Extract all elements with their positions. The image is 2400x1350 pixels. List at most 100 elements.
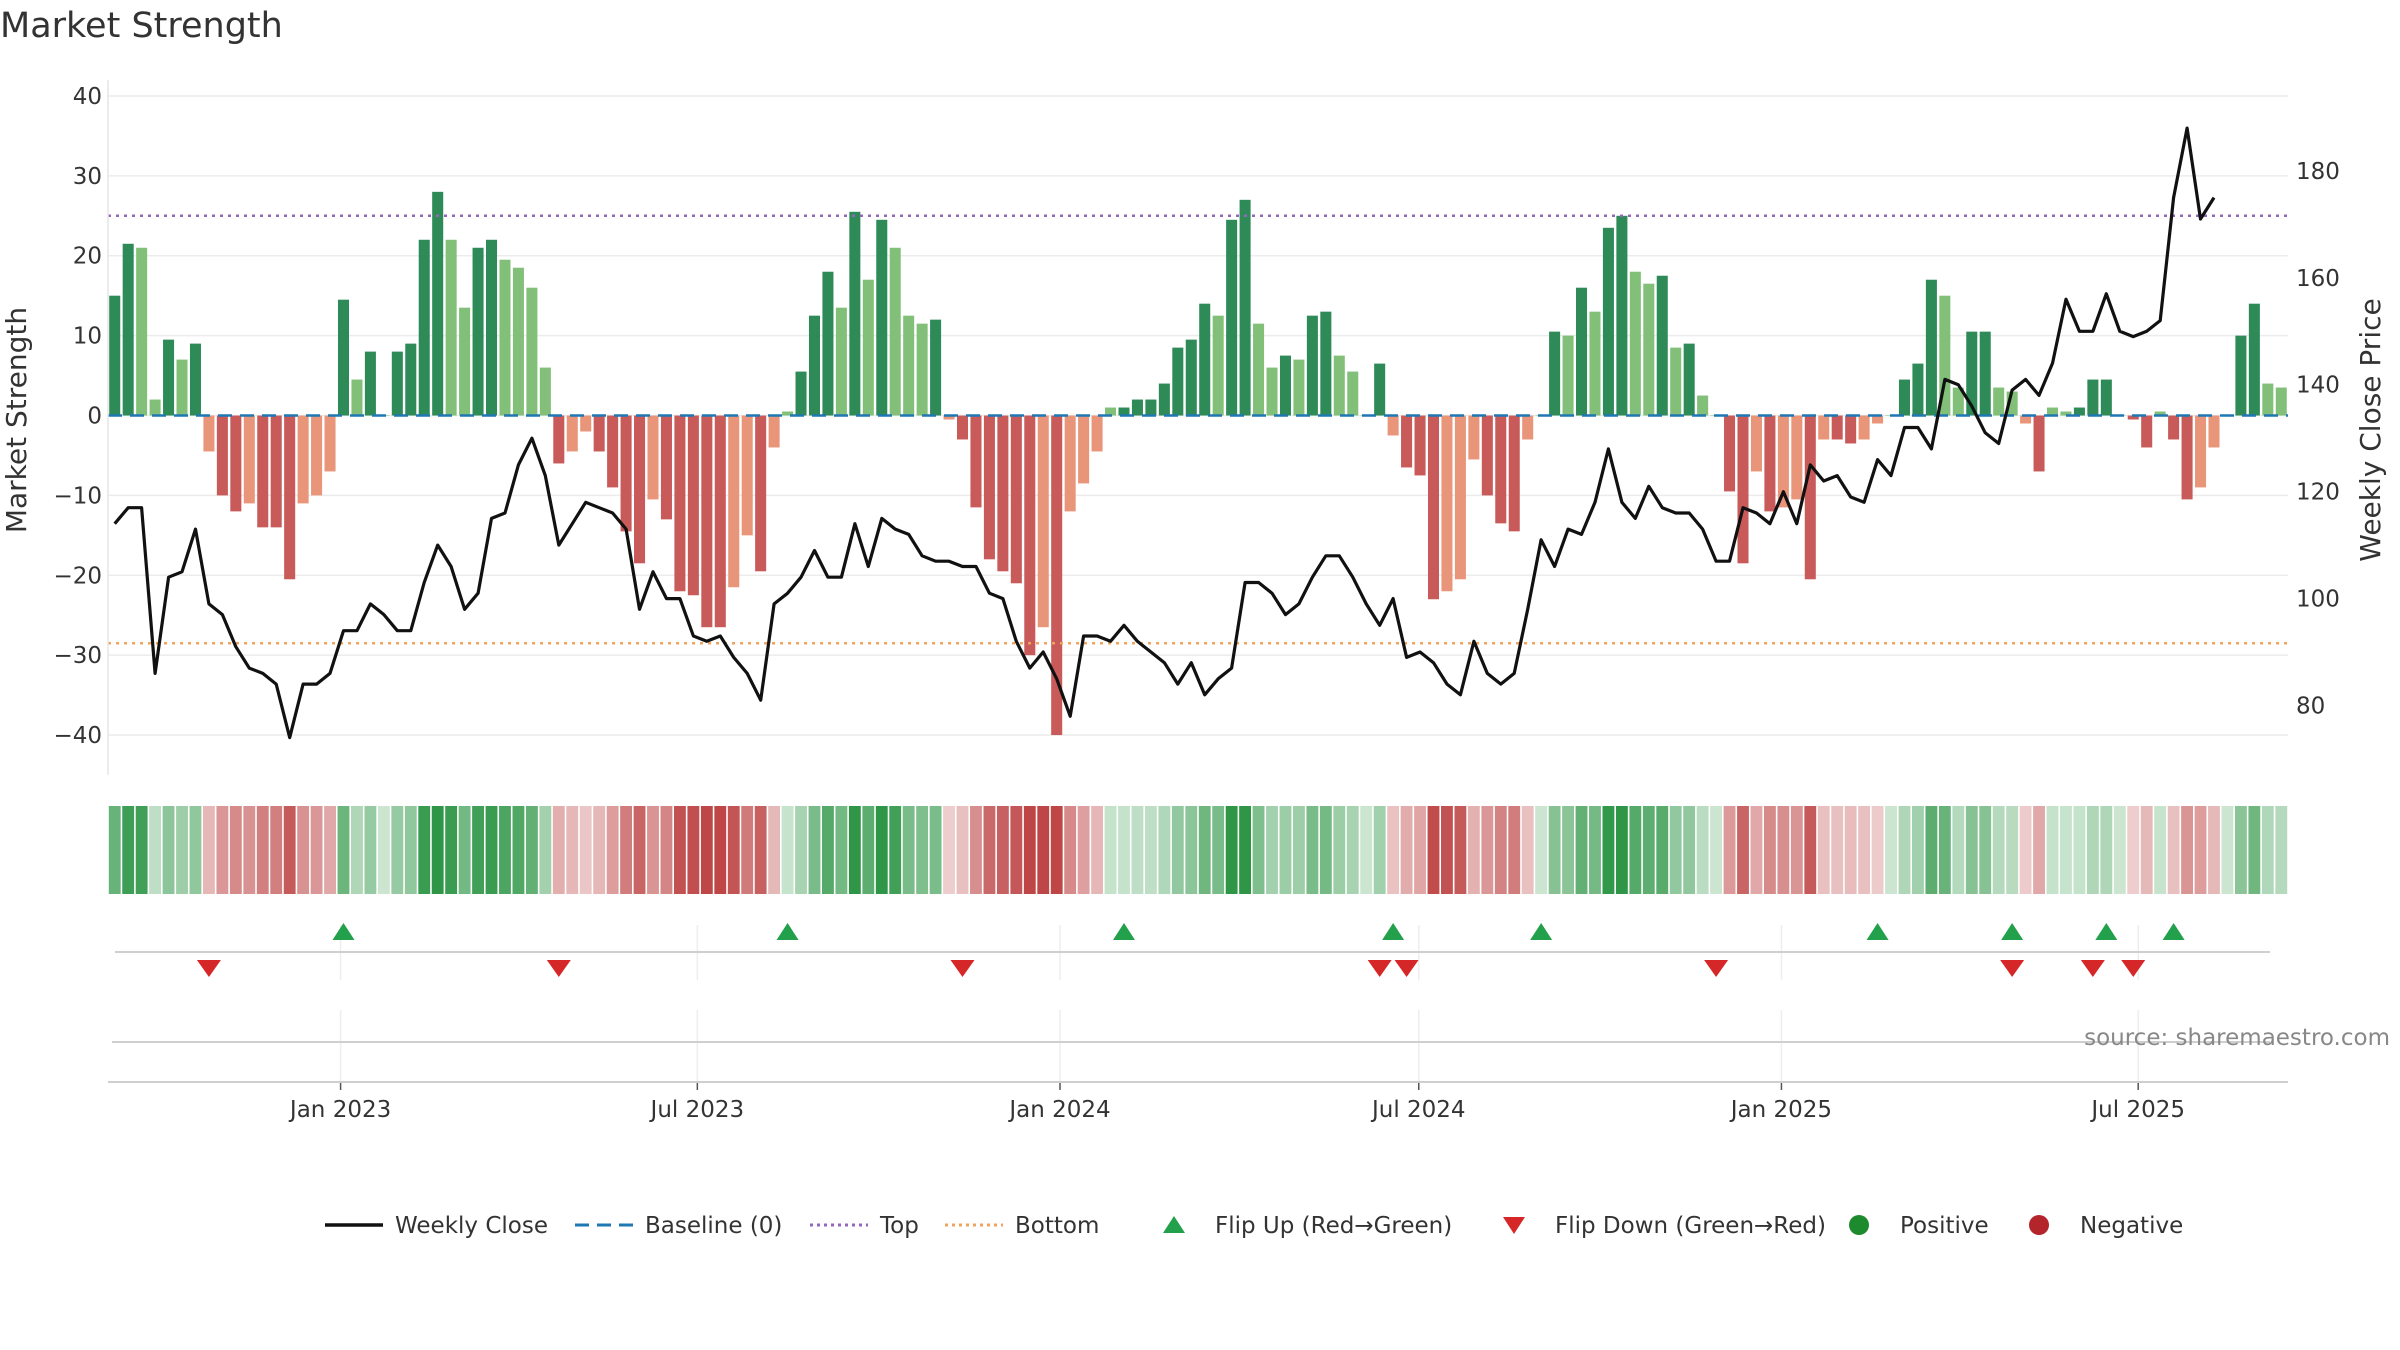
chart-title: Market Strength — [0, 6, 283, 46]
heat-cell — [1400, 806, 1413, 894]
heat-cell — [1252, 806, 1265, 894]
flip-down-marker — [1704, 960, 1729, 977]
strength-bar — [418, 239, 430, 416]
strength-bar — [2033, 415, 2045, 472]
strength-bar — [1118, 407, 1130, 416]
heat-cell — [2248, 806, 2261, 894]
heat-cell — [579, 806, 592, 894]
strength-bar — [1239, 199, 1251, 416]
strength-bar — [1414, 415, 1426, 476]
strength-bar — [1374, 363, 1386, 416]
strength-bar — [163, 339, 175, 416]
strength-bar — [1562, 335, 1574, 416]
flip-up-marker — [1866, 923, 1889, 940]
strength-bar — [1387, 415, 1399, 436]
strength-bar — [1212, 315, 1224, 416]
heat-cell — [848, 806, 861, 894]
strength-bar — [1939, 295, 1951, 416]
strength-bar — [1602, 227, 1614, 416]
strength-bar — [1226, 219, 1238, 416]
legend: Weekly Close Baseline (0) Top Bottom Flip Up… — [325, 1213, 2183, 1239]
heat-cell — [149, 806, 162, 894]
heat-cell — [1023, 806, 1036, 894]
heat-cell — [1346, 806, 1359, 894]
strength-bar — [499, 259, 511, 416]
strength-bar — [1266, 367, 1278, 416]
heat-cell — [216, 806, 229, 894]
heat-cell — [1131, 806, 1144, 894]
strength-bar — [391, 351, 403, 416]
strength-bar — [1333, 355, 1345, 416]
heat-cell — [539, 806, 552, 894]
y2-axis-label: Weekly Close Price — [2354, 298, 2387, 561]
heat-cell — [108, 806, 121, 894]
heat-cell — [202, 806, 215, 894]
heat-cell — [1185, 806, 1198, 894]
strength-bar — [916, 323, 928, 416]
strength-bar — [795, 371, 807, 416]
heat-cell — [243, 806, 256, 894]
heat-cell — [1898, 806, 1911, 894]
x-tick-label: Jan 2025 — [1729, 1097, 1832, 1123]
heat-cell — [727, 806, 740, 894]
strength-bar — [1764, 415, 1776, 512]
heat-cell — [1279, 806, 1292, 894]
flip-up-marker — [1530, 923, 1553, 940]
heat-cell — [606, 806, 619, 894]
strength-bar — [311, 415, 323, 496]
strength-bar — [1966, 331, 1978, 416]
strength-bar — [889, 247, 901, 416]
heat-cell — [297, 806, 310, 894]
heat-cell — [1965, 806, 1978, 894]
legend-item-flipup: Flip Up (Red→Green) — [1163, 1213, 1452, 1239]
heat-cell — [1144, 806, 1157, 894]
heat-cell — [970, 806, 982, 894]
heat-cell — [2154, 806, 2167, 894]
strength-bar — [1481, 415, 1493, 496]
strength-bar — [1818, 415, 1830, 440]
heat-cell — [1171, 806, 1184, 894]
strength-bar — [243, 415, 255, 504]
heat-cell — [1656, 806, 1669, 894]
strength-bar — [822, 271, 834, 416]
heat-cell — [2234, 806, 2247, 894]
flip-down-marker — [546, 960, 571, 977]
strength-bar — [270, 415, 282, 528]
heat-cell — [714, 806, 727, 894]
heat-cell — [1266, 806, 1278, 894]
heat-cell — [700, 806, 713, 894]
strength-bar — [1872, 415, 1884, 424]
strength-bar — [607, 415, 619, 488]
strength-bar — [862, 279, 874, 416]
strength-bar — [2006, 391, 2018, 416]
heat-cell — [418, 806, 431, 894]
strength-bar — [701, 415, 713, 628]
legend-item-pos: Positive — [1849, 1213, 1989, 1239]
legend-item-close: Weekly Close — [325, 1213, 548, 1239]
strength-bar — [566, 415, 578, 452]
heat-cell — [270, 806, 283, 894]
heat-cell — [1387, 806, 1400, 894]
strength-bar — [997, 415, 1009, 572]
strength-bar — [1199, 303, 1211, 416]
strength-bar — [1185, 339, 1197, 416]
heat-cell — [1979, 806, 1992, 894]
strength-bar — [580, 415, 592, 432]
heat-cell — [781, 806, 794, 894]
x-tick-label: Jan 2024 — [1007, 1097, 1110, 1123]
heat-cell — [889, 806, 902, 894]
heat-cell — [1521, 806, 1534, 894]
strength-bar — [2181, 415, 2193, 500]
strength-bar — [109, 295, 121, 416]
heat-cell — [2100, 806, 2113, 894]
flip-markers — [196, 923, 2185, 977]
heat-cell — [1225, 806, 1238, 894]
heat-cell — [835, 806, 848, 894]
legend-item-baseline: Baseline (0) — [575, 1213, 782, 1239]
flip-down-marker — [196, 960, 221, 977]
strength-bar — [1979, 331, 1991, 416]
legend-label: Top — [879, 1213, 919, 1239]
strength-bar — [445, 239, 457, 416]
y2-tick-label: 180 — [2296, 159, 2340, 185]
heat-cell — [310, 806, 323, 894]
